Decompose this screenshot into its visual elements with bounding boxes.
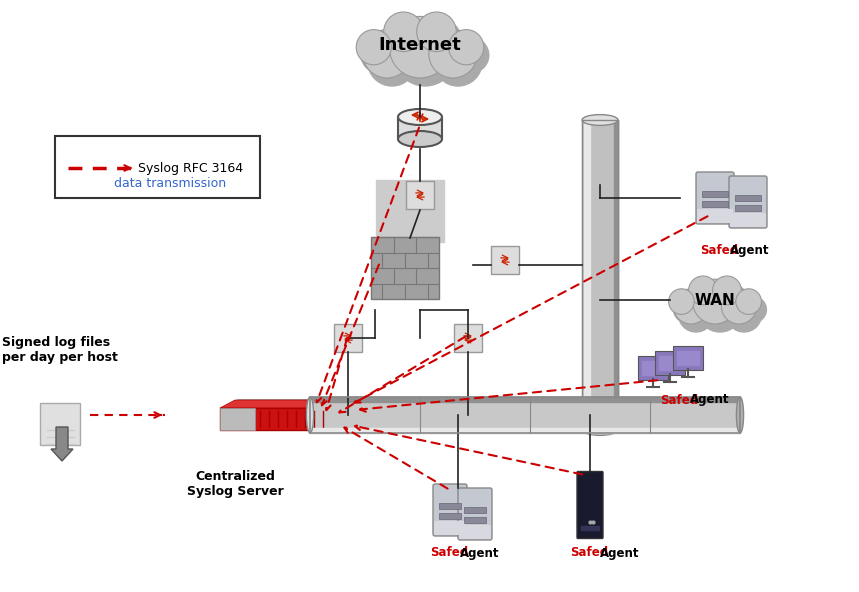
- Bar: [681, 291, 748, 311]
- FancyBboxPatch shape: [730, 213, 766, 227]
- FancyBboxPatch shape: [40, 403, 80, 445]
- Bar: [659, 356, 681, 370]
- Bar: [398, 117, 442, 139]
- Circle shape: [361, 38, 396, 73]
- Bar: [439, 513, 461, 519]
- Circle shape: [740, 297, 766, 323]
- FancyBboxPatch shape: [459, 525, 491, 539]
- Bar: [584, 120, 590, 430]
- Ellipse shape: [736, 397, 744, 433]
- Circle shape: [368, 38, 417, 86]
- FancyBboxPatch shape: [673, 346, 703, 370]
- FancyBboxPatch shape: [55, 136, 260, 198]
- Circle shape: [713, 276, 741, 305]
- Text: Agent: Agent: [690, 394, 729, 407]
- Circle shape: [693, 284, 722, 313]
- Circle shape: [698, 287, 742, 332]
- Text: Agent: Agent: [730, 243, 770, 256]
- Bar: [686, 298, 753, 320]
- Circle shape: [727, 297, 762, 332]
- Ellipse shape: [582, 115, 618, 126]
- Bar: [310, 428, 740, 433]
- Circle shape: [434, 38, 482, 86]
- Bar: [581, 526, 599, 529]
- Bar: [735, 195, 761, 201]
- Circle shape: [429, 30, 478, 78]
- Bar: [582, 120, 618, 430]
- Circle shape: [689, 276, 717, 305]
- Circle shape: [673, 289, 709, 324]
- Circle shape: [692, 279, 737, 324]
- FancyBboxPatch shape: [729, 176, 767, 228]
- Circle shape: [422, 20, 461, 60]
- Text: data transmission: data transmission: [114, 176, 226, 189]
- Text: Safed: Safed: [660, 394, 698, 407]
- Text: Agent: Agent: [460, 546, 499, 559]
- Circle shape: [668, 289, 694, 314]
- Text: Safed: Safed: [570, 546, 608, 559]
- Text: Safed: Safed: [430, 546, 468, 559]
- Bar: [735, 205, 761, 211]
- Bar: [582, 120, 618, 430]
- Text: Internet: Internet: [379, 36, 461, 54]
- Circle shape: [722, 289, 757, 324]
- Text: Signed log files
per day per host: Signed log files per day per host: [2, 336, 118, 364]
- Circle shape: [417, 12, 456, 52]
- Ellipse shape: [307, 397, 314, 433]
- FancyBboxPatch shape: [638, 356, 668, 380]
- Ellipse shape: [398, 109, 442, 125]
- Polygon shape: [223, 400, 368, 430]
- Circle shape: [736, 289, 761, 314]
- Circle shape: [394, 24, 456, 86]
- FancyBboxPatch shape: [697, 209, 733, 223]
- Ellipse shape: [582, 424, 618, 435]
- Circle shape: [389, 20, 429, 60]
- Bar: [464, 507, 486, 513]
- Circle shape: [384, 12, 423, 52]
- Bar: [614, 120, 618, 430]
- Circle shape: [717, 284, 746, 313]
- Circle shape: [356, 30, 392, 65]
- Bar: [371, 237, 439, 299]
- FancyBboxPatch shape: [334, 324, 362, 352]
- Bar: [702, 191, 728, 197]
- Circle shape: [454, 38, 489, 73]
- Bar: [379, 40, 472, 67]
- FancyBboxPatch shape: [434, 521, 466, 535]
- Text: Syslog RFC 3164: Syslog RFC 3164: [138, 162, 243, 175]
- Polygon shape: [220, 408, 255, 430]
- Text: Agent: Agent: [600, 546, 639, 559]
- Circle shape: [448, 30, 484, 65]
- FancyBboxPatch shape: [696, 172, 734, 224]
- FancyBboxPatch shape: [458, 488, 492, 540]
- Bar: [642, 361, 664, 375]
- Bar: [310, 397, 740, 402]
- Circle shape: [389, 17, 451, 78]
- Bar: [702, 201, 728, 207]
- FancyBboxPatch shape: [454, 324, 482, 352]
- Circle shape: [679, 297, 714, 332]
- Polygon shape: [220, 400, 365, 408]
- Circle shape: [362, 30, 411, 78]
- FancyBboxPatch shape: [655, 351, 685, 375]
- FancyBboxPatch shape: [433, 484, 467, 536]
- Bar: [677, 351, 699, 365]
- Polygon shape: [220, 408, 350, 430]
- FancyBboxPatch shape: [406, 181, 434, 209]
- FancyBboxPatch shape: [577, 471, 603, 539]
- Circle shape: [673, 297, 699, 323]
- FancyBboxPatch shape: [491, 246, 519, 274]
- Text: WAN: WAN: [695, 292, 735, 307]
- Bar: [310, 397, 740, 433]
- Text: Safed: Safed: [700, 243, 738, 256]
- Bar: [376, 180, 444, 242]
- Ellipse shape: [398, 131, 442, 147]
- FancyArrow shape: [51, 427, 73, 461]
- Bar: [310, 397, 740, 433]
- Bar: [374, 32, 466, 59]
- Text: Centralized
Syslog Server: Centralized Syslog Server: [186, 470, 283, 498]
- Bar: [439, 503, 461, 509]
- Bar: [464, 517, 486, 523]
